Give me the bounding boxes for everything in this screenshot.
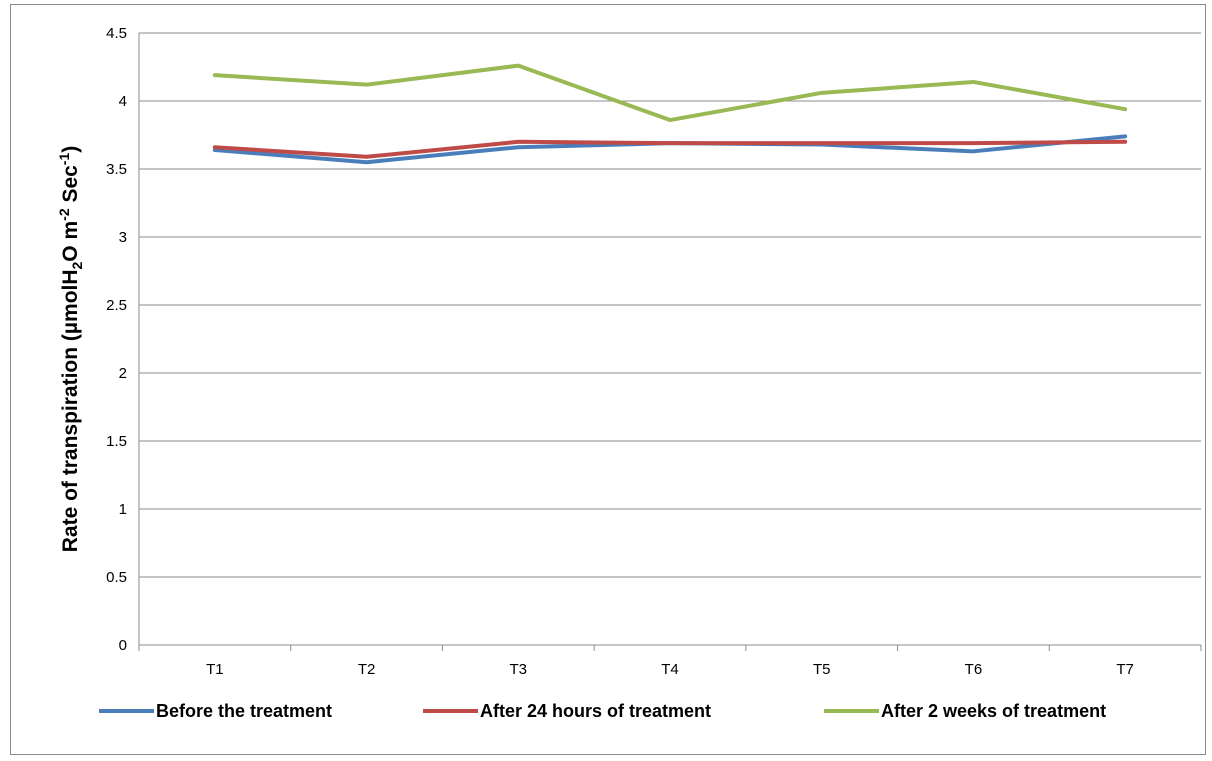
x-tick-label: T7 bbox=[1116, 661, 1134, 678]
y-axis-label: Rate of transpiration (µmolH2O m-2 Sec-1… bbox=[56, 146, 85, 553]
x-tick-label: T3 bbox=[510, 661, 528, 678]
gridlines bbox=[139, 32, 1201, 578]
x-tick-label: T5 bbox=[813, 661, 831, 678]
y-tick-label: 1 bbox=[119, 501, 127, 518]
y-tick-label: 0.5 bbox=[106, 569, 127, 586]
y-tick-labels: 0 0.5 1 1.5 2 2.5 3 3.5 4 4.5 bbox=[106, 25, 127, 654]
y-tick-label: 4 bbox=[119, 93, 127, 110]
x-tick-labels: T1 T2 T3 T4 T5 T6 T7 bbox=[206, 661, 1134, 678]
legend: Before the treatment After 24 hours of tr… bbox=[99, 701, 1106, 721]
y-tick-label: 2.5 bbox=[106, 297, 127, 314]
y-tick-label: 3.5 bbox=[106, 161, 127, 178]
y-tick-label: 0 bbox=[119, 637, 127, 654]
axes bbox=[138, 33, 1202, 651]
y-tick-label: 2 bbox=[119, 365, 127, 382]
x-tick-label: T4 bbox=[661, 661, 679, 678]
legend-label-2: After 24 hours of treatment bbox=[480, 701, 711, 721]
y-tick-label: 3 bbox=[119, 229, 127, 246]
y-tick-label: 4.5 bbox=[106, 25, 127, 42]
x-tick-label: T6 bbox=[965, 661, 983, 678]
series-lines bbox=[212, 63, 1128, 165]
legend-label-1: Before the treatment bbox=[156, 701, 332, 721]
legend-label-3: After 2 weeks of treatment bbox=[881, 701, 1106, 721]
chart-frame: 0 0.5 1 1.5 2 2.5 3 3.5 4 4.5 T1 T2 T3 T4 T5 T6 T7 Rate… bbox=[10, 4, 1206, 755]
x-tick-label: T2 bbox=[358, 661, 376, 678]
series-line-1 bbox=[212, 134, 1128, 165]
line-chart: 0 0.5 1 1.5 2 2.5 3 3.5 4 4.5 T1 T2 T3 T4 T5 T6 T7 Rate… bbox=[56, 25, 1202, 721]
y-tick-label: 1.5 bbox=[106, 433, 127, 450]
series-line-3 bbox=[212, 63, 1128, 123]
x-tick-label: T1 bbox=[206, 661, 224, 678]
